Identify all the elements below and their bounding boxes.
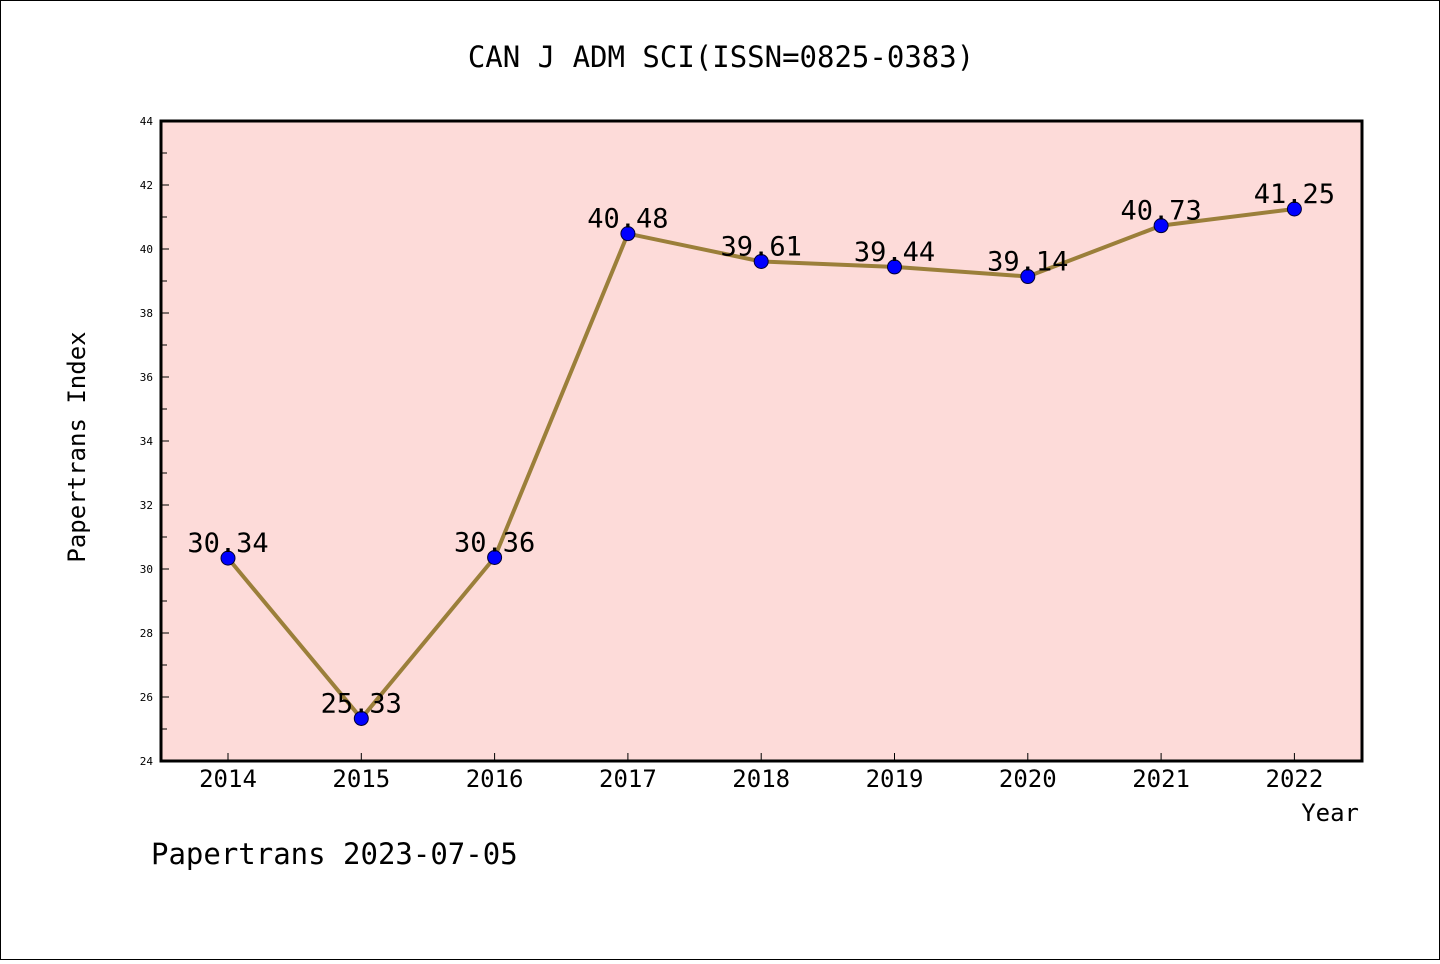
data-label: 30.36	[454, 527, 535, 558]
data-point	[887, 259, 902, 275]
chart-title: CAN J ADM SCI(ISSN=0825-0383)	[468, 40, 974, 74]
footer-text: Papertrans 2023-07-05	[151, 837, 518, 871]
y-tick-label: 26	[140, 691, 153, 704]
data-label: 30.34	[187, 528, 268, 559]
series-line-segment	[1025, 223, 1164, 279]
y-tick-label: 40	[140, 243, 153, 256]
data-point	[487, 549, 503, 565]
series-line-segment	[359, 555, 497, 721]
data-label: 39.61	[721, 231, 802, 262]
data-point	[1286, 201, 1302, 217]
data-label: 39.44	[854, 237, 935, 268]
data-label: 40.73	[1120, 196, 1201, 227]
x-axis-label: Year	[1301, 799, 1359, 827]
y-tick-label: 32	[140, 499, 153, 512]
y-tick-label: 36	[140, 371, 153, 384]
data-point	[353, 710, 369, 726]
x-tick-label: 2020	[999, 765, 1057, 793]
y-tick-label: 38	[140, 307, 153, 320]
series-line-segment	[625, 231, 764, 264]
series-line-segment	[892, 264, 1030, 279]
x-axis: 2014 2015 2016 2017 2018 2019 2020 2021 2022	[199, 753, 1323, 793]
series-line-group	[226, 207, 1297, 721]
series-line-segment	[1159, 207, 1297, 228]
x-tick-label: 2022	[1266, 765, 1324, 793]
x-tick-label: 2017	[599, 765, 657, 793]
data-label: 40.48	[587, 204, 668, 235]
marker-group	[220, 201, 1302, 726]
x-tick-label: 2019	[866, 765, 924, 793]
series-line-segment	[492, 231, 630, 560]
y-tick-label: 42	[140, 179, 153, 192]
x-tick-label: 2018	[732, 765, 790, 793]
y-tick-label: 44	[140, 115, 154, 128]
data-label: 25.33	[321, 688, 402, 719]
y-axis-label: Papertrans Index	[63, 331, 91, 562]
data-point	[220, 550, 236, 566]
series-line-segment	[226, 556, 364, 721]
x-tick-label: 2014	[199, 765, 257, 793]
series-line-segment	[759, 259, 897, 269]
data-point	[753, 253, 769, 269]
data-point	[620, 226, 636, 242]
data-label-group: 30.34 25.33 30.36 40.48 39.61 39.44 39.14 40.73…	[187, 179, 1335, 719]
data-label: 39.14	[987, 247, 1068, 278]
y-tick-label: 34	[140, 435, 154, 448]
y-tick-label: 24	[140, 755, 154, 768]
data-label: 41.25	[1254, 179, 1335, 210]
x-tick-label: 2016	[466, 765, 524, 793]
y-tick-label: 28	[140, 627, 153, 640]
data-point	[1020, 269, 1036, 285]
y-tick-label: 30	[140, 563, 153, 576]
data-point	[1153, 218, 1169, 234]
x-tick-label: 2021	[1132, 765, 1190, 793]
x-tick-label: 2015	[332, 765, 390, 793]
y-axis: 24 26 28 30 32 34 36 38 40 42 44	[140, 115, 169, 768]
